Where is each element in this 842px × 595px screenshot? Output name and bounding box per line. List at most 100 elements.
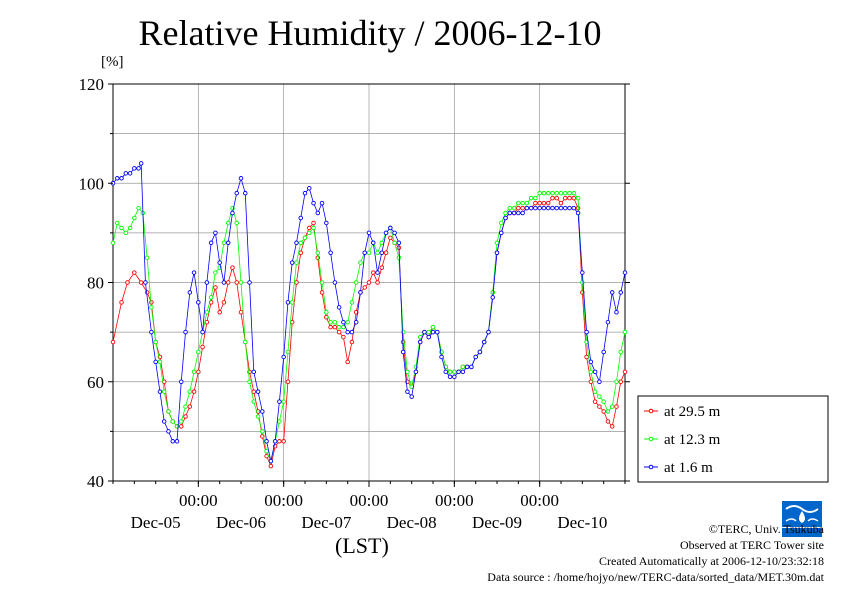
series-point: [221, 280, 227, 285]
series-point: [298, 250, 303, 255]
series-point: [605, 319, 611, 325]
series-point: [349, 329, 355, 335]
series-point: [161, 419, 167, 424]
series-point: [136, 166, 141, 171]
series-point: [349, 339, 355, 345]
series-point: [520, 210, 525, 216]
series-point: [179, 424, 184, 429]
series-point: [289, 300, 295, 305]
series-point: [494, 240, 500, 246]
series-point: [409, 394, 414, 399]
series-point: [503, 215, 508, 221]
series-2: [110, 161, 628, 464]
series-point: [400, 329, 406, 335]
series-point: [563, 190, 568, 196]
series-point: [452, 369, 457, 375]
series-point: [396, 255, 402, 260]
series-point: [123, 230, 129, 236]
observed-text: Observed at TERC Tower site: [679, 538, 824, 552]
series-point: [191, 270, 197, 275]
series-point: [298, 240, 303, 246]
series-point: [264, 448, 269, 454]
series-point: [588, 369, 594, 375]
series-point: [153, 339, 158, 345]
series-point: [358, 260, 363, 265]
y-axis-ticks: 40 60 80 100 120: [79, 75, 630, 491]
legend-swatch-marker: [648, 464, 654, 470]
series-point: [251, 389, 257, 394]
series-point: [234, 190, 239, 196]
series-point: [157, 389, 163, 394]
series-point: [443, 369, 449, 375]
series-point: [375, 280, 380, 285]
series-point: [609, 290, 615, 295]
series-point: [272, 439, 278, 444]
series-point: [563, 205, 568, 211]
series-point: [575, 210, 581, 216]
series-point: [460, 364, 466, 370]
series-point: [174, 439, 180, 444]
series-point: [115, 176, 120, 181]
series-point: [332, 280, 338, 285]
series-point: [533, 205, 538, 211]
series-point: [115, 220, 120, 226]
y-tick-label: 40: [87, 472, 104, 491]
series-point: [277, 439, 282, 444]
series-point: [614, 310, 619, 315]
series-point: [221, 300, 227, 305]
series-point: [285, 300, 291, 305]
series-point: [341, 334, 346, 340]
series-point: [277, 419, 282, 424]
series-point: [161, 389, 167, 394]
series-point: [567, 190, 572, 196]
series-point: [490, 295, 495, 300]
series-point: [311, 225, 316, 231]
series-point: [592, 389, 598, 394]
series-point: [614, 379, 619, 385]
series-point: [554, 195, 559, 201]
x-tick-time-label: 00:00: [179, 491, 218, 510]
series-point: [255, 389, 261, 394]
series-point: [447, 369, 453, 375]
series-point: [550, 195, 555, 201]
series-point: [426, 329, 431, 335]
series-point: [464, 364, 470, 370]
series-point: [592, 369, 598, 375]
series-point: [558, 190, 564, 196]
series-point: [311, 200, 316, 206]
series-point: [251, 399, 257, 404]
series-point: [379, 265, 385, 270]
series-point: [341, 319, 346, 325]
series-point: [307, 225, 312, 231]
series-point: [528, 195, 534, 201]
series-point: [435, 329, 440, 335]
series-point: [260, 429, 265, 434]
series-point: [516, 200, 521, 206]
series-point: [132, 270, 137, 275]
series-point: [366, 230, 372, 236]
x-axis-ticks: 00:00 00:00 00:00 00:00 00:00 Dec-05 Dec-06 Dec…: [112, 481, 626, 532]
y-tick-label: 80: [87, 274, 104, 293]
series-point: [119, 176, 124, 181]
series-point: [238, 310, 244, 315]
series-point: [571, 190, 577, 196]
series-point: [622, 270, 628, 275]
series-point: [345, 319, 350, 325]
series-point: [597, 394, 602, 399]
series-point: [238, 176, 244, 181]
series-point: [618, 379, 623, 385]
series-point: [580, 270, 585, 275]
series-point: [545, 200, 551, 206]
series-point: [388, 225, 393, 231]
series-point: [537, 205, 542, 211]
series-point: [217, 260, 222, 265]
series-point: [196, 349, 201, 355]
x-tick-date-label: Dec-10: [557, 513, 607, 532]
series-point: [550, 205, 555, 211]
x-tick-time-label: 00:00: [350, 491, 389, 510]
series-point: [622, 329, 628, 335]
series-point: [609, 404, 615, 409]
series-point: [349, 300, 355, 305]
series-point: [554, 205, 559, 211]
